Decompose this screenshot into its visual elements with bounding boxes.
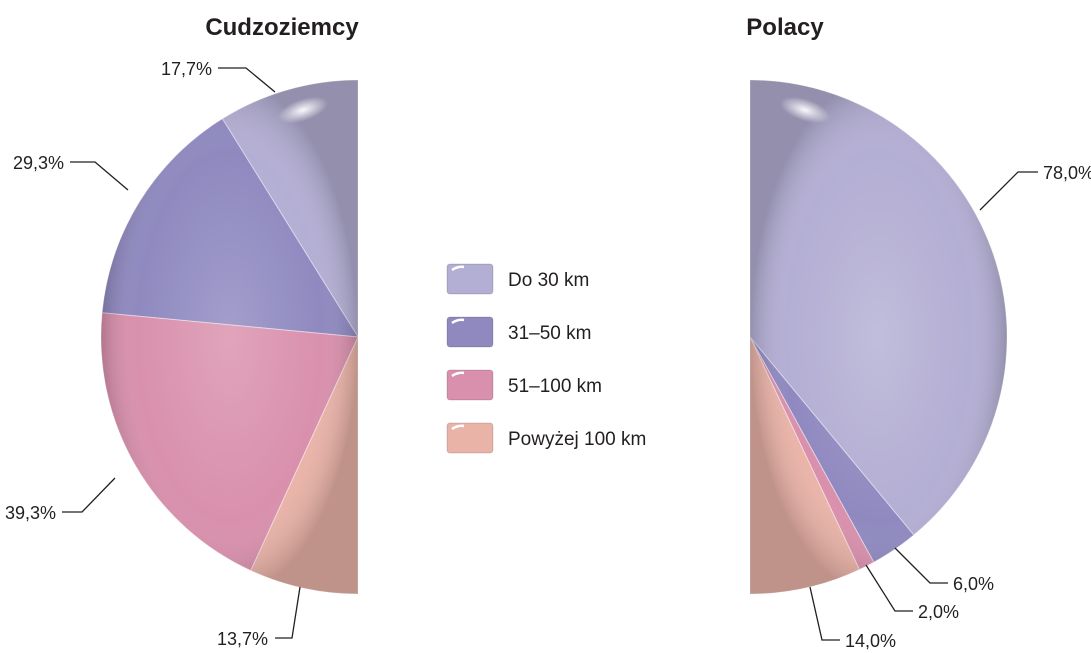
legend-label-31-50-km: 31–50 km — [508, 323, 591, 344]
chart-title-polacy: Polacy — [746, 14, 824, 41]
pie-shading — [101, 80, 358, 594]
data-label-do-30-km: 17,7% — [161, 59, 212, 79]
legend-swatch-51-100-km — [446, 369, 494, 401]
leader-line-31-50-km — [70, 161, 129, 191]
data-label-51-100-km: 2,0% — [918, 602, 959, 622]
leader-line-powyzej-100-km — [809, 586, 840, 641]
legend-label-do-30-km: Do 30 km — [508, 270, 589, 291]
legend-item-31-50-km: 31–50 km — [446, 316, 591, 348]
legend-label-51-100-km: 51–100 km — [508, 376, 602, 397]
data-label-31-50-km: 29,3% — [13, 153, 64, 173]
pie-gloss-highlight — [278, 96, 328, 124]
data-label-powyzej-100-km: 14,0% — [845, 631, 896, 651]
leader-line-51-100-km — [62, 477, 116, 513]
data-label-powyzej-100-km: 13,7% — [217, 629, 268, 649]
legend-swatch-powyzej-100-km — [446, 422, 494, 454]
pie-shading — [750, 80, 1007, 594]
legend-item-powyzej-100-km: Powyżej 100 km — [446, 422, 646, 454]
legend-item-51-100-km: 51–100 km — [446, 369, 602, 401]
pie-chart-cudzoziemcy: Cudzoziemcy 17,7% 29,3% 39,3% 13,7% — [5, 14, 359, 649]
leader-line-powyzej-100-km — [275, 586, 301, 639]
legend-swatch-31-50-km — [446, 316, 494, 348]
leader-line-do-30-km — [979, 171, 1038, 211]
data-label-do-30-km: 78,0% — [1043, 163, 1091, 183]
data-label-31-50-km: 6,0% — [953, 574, 994, 594]
chart-title-cudzoziemcy: Cudzoziemcy — [205, 14, 359, 41]
legend-item-do-30-km: Do 30 km — [446, 263, 589, 295]
pie-chart-polacy: Polacy 78,0% 6,0% 2,0% 14,0% — [746, 14, 1091, 651]
legend-label-powyzej-100-km: Powyżej 100 km — [508, 429, 646, 450]
leader-line-51-100-km — [865, 564, 913, 612]
chart-legend: Do 30 km 31–50 km 51–100 km Powyżej 100 … — [446, 263, 646, 454]
leader-line-31-50-km — [894, 547, 948, 584]
legend-swatch-do-30-km — [446, 263, 494, 295]
leader-line-do-30-km — [218, 67, 276, 93]
pie-gloss-highlight — [780, 96, 830, 124]
data-label-51-100-km: 39,3% — [5, 503, 56, 523]
